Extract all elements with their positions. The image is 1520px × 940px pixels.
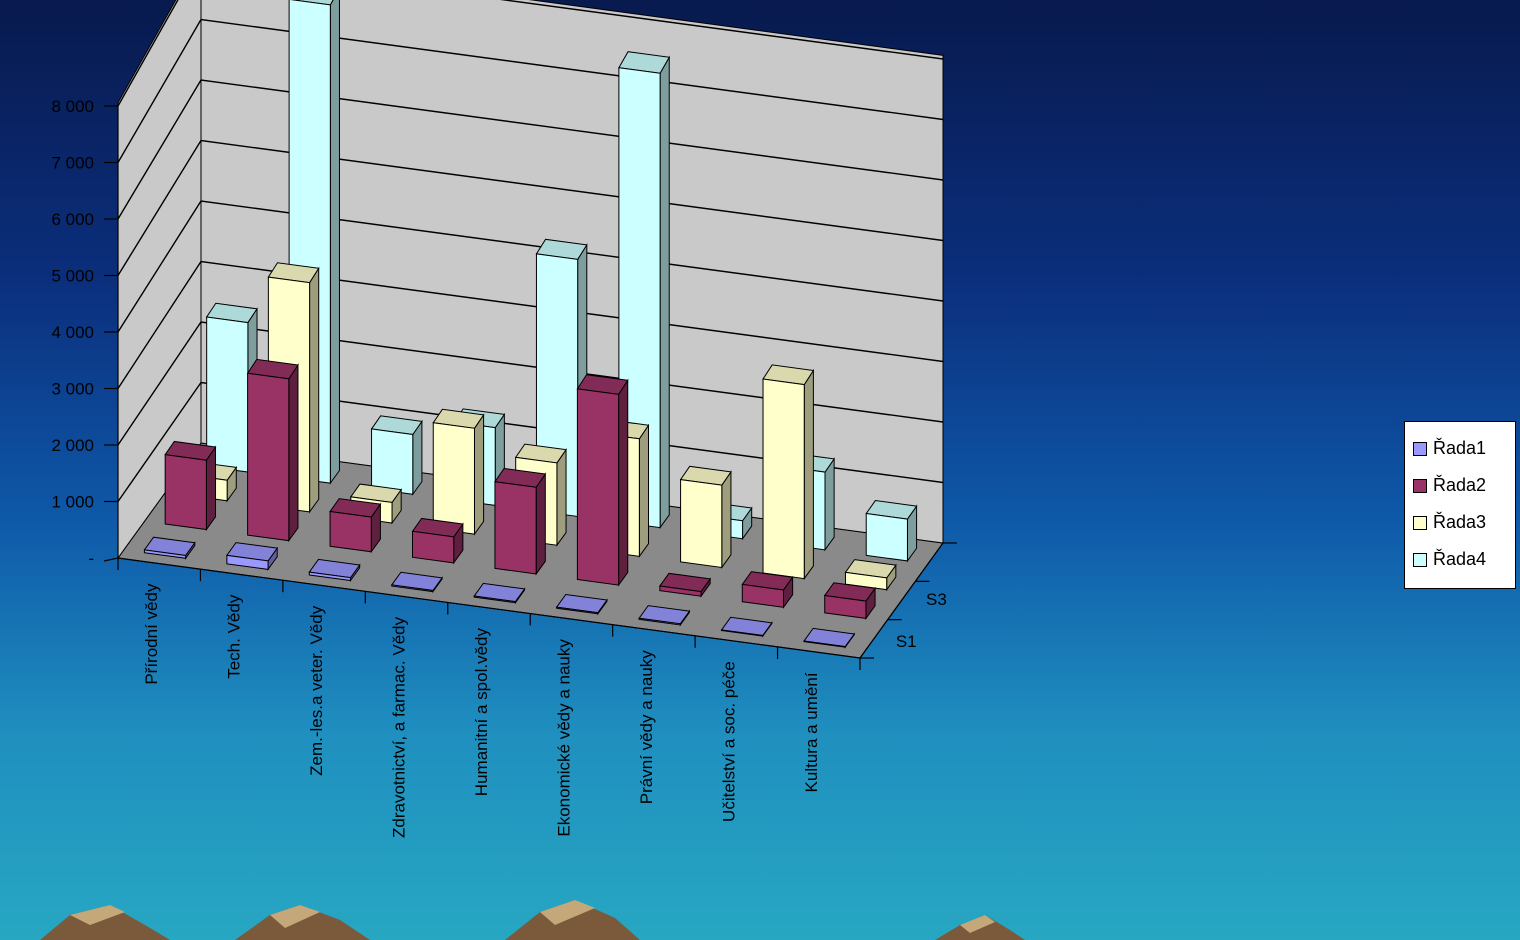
gridline [117,18,944,163]
y-tick-label: 6 000 [51,210,94,229]
bar [411,517,464,565]
bar [741,571,794,609]
bar [225,542,279,571]
bar [494,467,547,576]
bar [164,440,217,532]
legend-swatch [1413,441,1427,456]
y-tick-label: - [88,549,94,568]
legend-item: Řada4 [1413,541,1515,578]
bar [143,536,196,560]
bar [308,558,361,583]
bar [370,415,423,496]
bar [658,572,712,598]
legend-item: Řada2 [1413,467,1515,504]
category-label: Právní vědy a nauky [637,650,656,805]
category-label: Ekonomické vědy a nauky [554,639,573,837]
depth-label: S3 [926,590,947,609]
gridline [117,139,944,276]
legend-swatch [1413,478,1427,493]
bar [390,571,444,594]
bar [720,616,773,638]
bar [329,498,382,554]
bar [638,605,691,627]
legend-item: Řada3 [1413,504,1515,541]
legend: Řada1 Řada2 Řada3 Řada4 [1404,421,1516,589]
x-axis-line [117,557,861,659]
y-tick-mark [103,557,119,562]
category-label: Učitelství a soc. péče [719,661,738,822]
bar [865,500,918,563]
category-label: Humanitní a spol.vědy [472,628,491,797]
legend-label: Řada2 [1433,475,1487,495]
legend-label: Řada4 [1433,549,1487,569]
bar [473,582,526,605]
category-label: Kultura a umění [802,672,821,792]
bar [679,465,732,569]
bar [618,51,671,530]
depth-axis-line [859,542,944,659]
legend-label: Řada3 [1433,512,1487,532]
gridline [117,381,944,502]
gridline [117,0,944,107]
y-tick-label: 2 000 [51,436,94,455]
y-tick-label: 4 000 [51,323,94,342]
y-tick-label: 8 000 [51,97,94,116]
legend-swatch [1413,552,1427,567]
category-label: Zdravotnictví, a farmac. Vědy [390,616,409,838]
legend-label: Řada1 [1433,438,1487,458]
depth-label: S1 [896,632,917,651]
bar [762,364,815,581]
bar [246,358,299,543]
gridline [117,321,944,446]
legend-swatch [1413,515,1427,530]
bar [576,374,629,587]
category-label: Tech. Vědy [225,594,244,679]
gridline [117,260,944,389]
bar [555,593,608,616]
y-tick-label: 7 000 [51,154,94,173]
bar [432,408,485,536]
gridline [117,200,944,333]
y-tick-label: 3 000 [51,380,94,399]
y-tick-label: 5 000 [51,267,94,286]
y-tick-label: 1 000 [51,493,94,512]
bar [823,582,876,620]
category-label: Přírodní vědy [142,583,161,685]
mountain-decoration [40,900,1025,940]
gridline [117,79,944,220]
legend-item: Řada1 [1413,430,1515,467]
category-label: Zem.-les.a veter. Vědy [307,605,326,776]
bar [803,627,856,649]
bar [844,559,897,592]
